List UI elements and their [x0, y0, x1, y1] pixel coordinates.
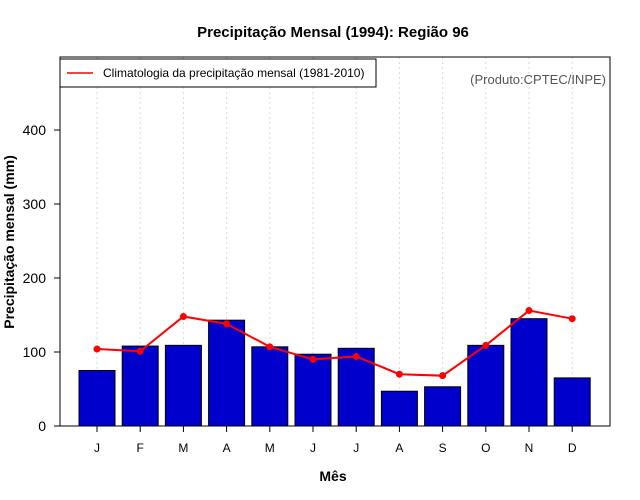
x-tick-label-0: J [94, 441, 100, 455]
climatology-point-4 [266, 343, 274, 351]
x-tick-label-4: M [265, 441, 275, 455]
x-tick-label-5: J [310, 441, 316, 455]
climatology-series [93, 307, 576, 380]
x-tick-label-9: O [481, 441, 490, 455]
x-tick-label-6: J [353, 441, 359, 455]
climatology-point-10 [525, 307, 533, 315]
y-tick-label-1: 100 [23, 344, 47, 360]
x-axis-label: Mês [319, 468, 346, 484]
x-tick-label-3: A [223, 441, 231, 455]
climatology-line [96, 309, 573, 377]
plot-frame [59, 56, 611, 427]
bar-2 [164, 344, 202, 427]
y-tick-label-4: 400 [23, 122, 47, 138]
bar-8 [424, 386, 462, 427]
bar-0 [78, 370, 116, 427]
gridlines [96, 57, 573, 426]
y-tick-label-2: 200 [23, 270, 47, 286]
bar-3 [208, 319, 246, 427]
climatology-point-2 [179, 312, 187, 320]
climatology-point-8 [439, 372, 447, 380]
y-tick-label-3: 300 [23, 196, 47, 212]
bar-5 [294, 353, 332, 427]
climatology-point-0 [93, 345, 101, 353]
climatology-point-3 [223, 320, 231, 328]
x-tick-label-11: D [568, 441, 577, 455]
legend: Climatologia da precipitação mensal (198… [59, 58, 377, 88]
x-tick-label-10: N [525, 441, 534, 455]
y-axis-label: Precipitação mensal (mm) [1, 155, 17, 329]
bar-7 [380, 390, 418, 427]
climatology-point-11 [568, 315, 576, 323]
chart-title: Precipitação Mensal (1994): Região 96 [197, 24, 469, 41]
climatology-point-5 [309, 355, 317, 363]
climatology-point-7 [395, 370, 403, 378]
climatology-point-9 [482, 341, 490, 349]
x-tick-label-2: M [178, 441, 188, 455]
x-tick-label-7: A [395, 441, 403, 455]
bars [78, 318, 591, 427]
y-axis: 0 100 200 300 400 [23, 122, 60, 434]
bar-11 [553, 377, 591, 427]
legend-box [59, 58, 377, 88]
legend-label: Climatologia da precipitação mensal (198… [103, 66, 364, 80]
credit-text: (Produto:CPTEC/INPE) [470, 72, 606, 87]
bar-9 [467, 344, 505, 427]
x-tick-label-8: S [439, 441, 447, 455]
climatology-point-6 [352, 352, 360, 360]
y-tick-label-0: 0 [38, 418, 46, 434]
bar-1 [121, 345, 159, 427]
x-tick-label-1: F [137, 441, 144, 455]
bar-10 [510, 318, 548, 427]
climatology-point-1 [136, 347, 144, 355]
bar-6 [337, 347, 375, 427]
bar-4 [251, 346, 289, 427]
